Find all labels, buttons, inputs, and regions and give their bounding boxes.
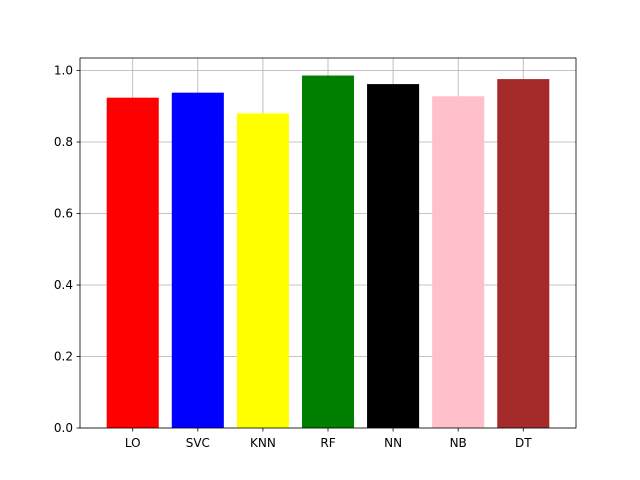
bars [106, 75, 550, 429]
x-tick-label: KNN [250, 436, 276, 450]
bar-svc [171, 92, 224, 428]
bar-lo [106, 97, 159, 429]
x-tick-label: NN [384, 436, 402, 450]
bar-nb [432, 96, 485, 428]
x-tick-label: SVC [186, 436, 210, 450]
x-tick-label: NB [450, 436, 467, 450]
y-tick-label: 1.0 [54, 64, 73, 78]
y-tick-label: 0.4 [54, 278, 73, 292]
axes-frame [79, 57, 577, 429]
y-tick-label: 0.8 [54, 135, 73, 149]
x-tick-label: DT [515, 436, 532, 450]
y-axis-ticks: 0.0 0.2 0.4 0.6 0.8 1.0 [54, 64, 80, 435]
y-tick-label: 0.2 [54, 350, 73, 364]
bar-dt [497, 79, 550, 428]
y-tick-label: 0.6 [54, 207, 73, 221]
bar-knn [236, 113, 289, 428]
bar-rf [301, 75, 355, 428]
x-tick-label: LO [125, 436, 141, 450]
x-tick-label: RF [320, 436, 335, 450]
x-axis-ticks: LO SVC KNN RF NN NB DT [125, 428, 532, 450]
y-tick-label: 0.0 [54, 421, 73, 435]
bar-nn [367, 84, 420, 428]
